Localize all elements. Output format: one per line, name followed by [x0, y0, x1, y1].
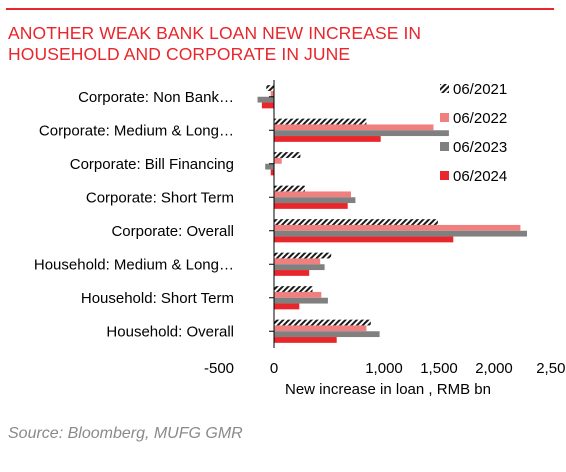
- category-label: Household: Overall: [106, 323, 234, 340]
- bar-06-2023-3: [274, 197, 356, 204]
- bar-06-2024-2: [270, 169, 274, 176]
- legend-label: 06/2023: [453, 139, 507, 156]
- category-label: Corporate: Medium & Long…: [39, 122, 234, 139]
- bar-06-2024-7: [274, 337, 337, 343]
- bar-06-2024-4: [274, 236, 454, 243]
- bar-06-2023-0: [257, 96, 274, 103]
- bar-06-2023-4: [274, 230, 527, 237]
- bar-06-2023-5: [274, 264, 325, 271]
- bar-06-2022-4: [274, 224, 521, 231]
- legend-swatch: [440, 142, 449, 151]
- bar-06-2021-1: [274, 118, 367, 125]
- chart-title-line1: ANOTHER WEAK BANK LOAN NEW INCREASE IN: [8, 23, 422, 43]
- bar-06-2023-6: [274, 297, 328, 304]
- x-tick-label: 1,500: [420, 360, 458, 377]
- bar-06-2024-5: [274, 270, 310, 276]
- category-label: Corporate: Non Bank…: [78, 89, 234, 106]
- x-tick-label: 2,500: [536, 360, 566, 377]
- bar-06-2024-1: [274, 136, 381, 142]
- legend-swatch: [440, 171, 449, 180]
- bar-06-2024-3: [274, 203, 348, 209]
- legend: 06/2021 06/2022 06/2023 06/2024: [440, 81, 507, 185]
- legend-label: 06/2024: [453, 168, 507, 185]
- bar-06-2021-5: [274, 252, 332, 259]
- x-tick-labels: -500 0 1,000 1,500 2,000 2,500: [204, 360, 566, 377]
- x-tick-label: 0: [270, 360, 278, 377]
- category-labels: Corporate: Non Bank… Corporate: Medium & …: [34, 89, 274, 340]
- source-note: Source: Bloomberg, MUFG GMR: [8, 425, 243, 442]
- title-rule: [6, 8, 554, 10]
- bar-06-2022-1: [274, 124, 434, 131]
- category-label: Household: Short Term: [81, 290, 234, 307]
- bar-06-2021-2: [274, 152, 301, 158]
- bar-06-2021-0: [266, 85, 274, 91]
- category-label: Corporate: Overall: [111, 223, 234, 240]
- x-axis-label: New increase in loan , RMB bn: [285, 381, 491, 398]
- category-label: Household: Medium & Long…: [34, 256, 234, 273]
- bar-06-2022-2: [274, 157, 282, 164]
- x-tick-label: -500: [204, 360, 234, 377]
- bar-06-2022-5: [274, 258, 321, 265]
- bar-06-2023-2: [265, 163, 274, 170]
- legend-label: 06/2022: [453, 110, 507, 127]
- chart-title-line2: HOUSEHOLD AND CORPORATE IN JUNE: [8, 44, 351, 64]
- bar-06-2021-6: [274, 286, 313, 292]
- bar-06-2024-0: [261, 102, 274, 109]
- legend-swatch: [440, 113, 449, 122]
- bar-06-2022-0: [270, 90, 274, 97]
- x-tick-label: 2,000: [475, 360, 513, 377]
- legend-swatch: [440, 84, 449, 93]
- bar-06-2021-7: [274, 319, 371, 326]
- category-label: Corporate: Short Term: [86, 189, 234, 206]
- chart-title: ANOTHER WEAK BANK LOAN NEW INCREASE IN H…: [8, 23, 528, 65]
- legend-label: 06/2021: [453, 81, 507, 98]
- bar-06-2023-1: [274, 130, 449, 137]
- bar-06-2021-3: [274, 185, 305, 192]
- x-tick-label: 1,000: [365, 360, 403, 377]
- bar-06-2021-4: [274, 219, 438, 225]
- bar-06-2024-6: [274, 303, 300, 310]
- bars-group: [257, 85, 527, 343]
- bar-06-2023-7: [274, 331, 380, 338]
- bar-06-2022-3: [274, 191, 351, 198]
- bar-06-2022-7: [274, 325, 367, 332]
- bar-chart: Corporate: Non Bank… Corporate: Medium & …: [34, 80, 566, 398]
- category-label: Corporate: Bill Financing: [70, 156, 234, 173]
- bar-06-2022-6: [274, 291, 322, 298]
